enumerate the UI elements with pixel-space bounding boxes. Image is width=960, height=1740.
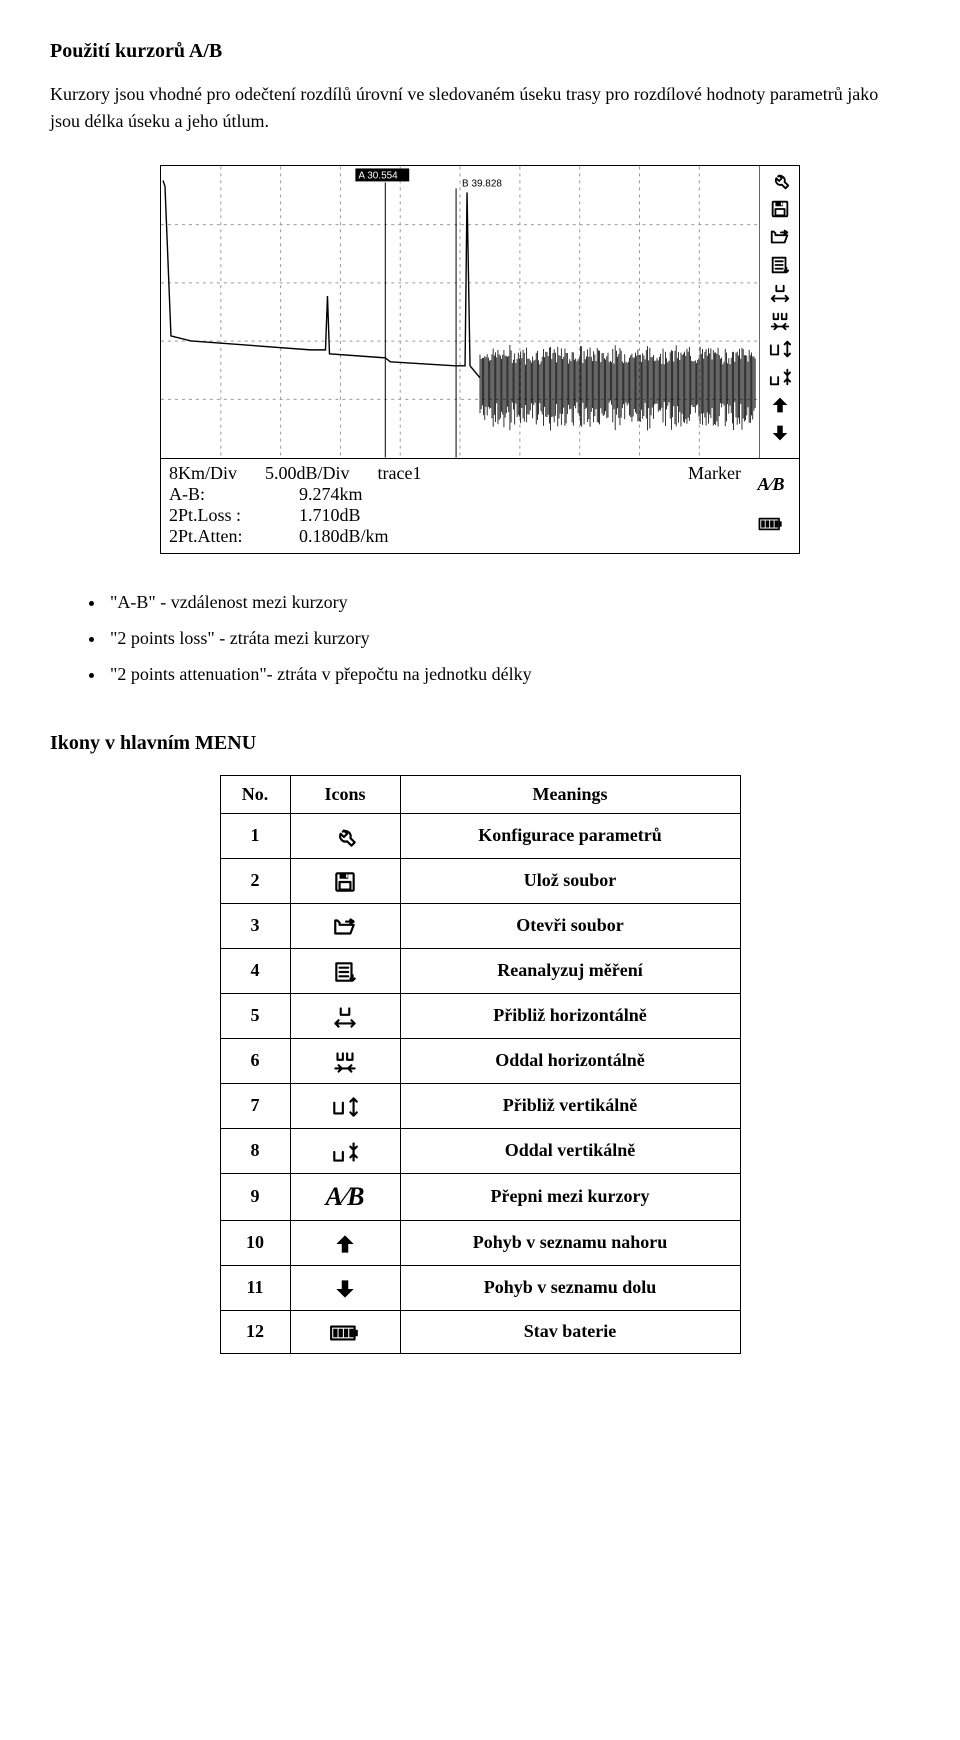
y-scale: 5.00dB/Div xyxy=(265,463,350,484)
bullet-item: "2 points attenuation"- ztráta v přepočt… xyxy=(106,656,910,692)
row-meaning: Přepni mezi kurzory xyxy=(400,1173,740,1220)
table-row: 1 Konfigurace parametrů xyxy=(220,814,740,859)
row-no: 3 xyxy=(220,903,290,948)
battery-icon xyxy=(290,1310,400,1353)
arrow-up-icon xyxy=(290,1220,400,1265)
row-no: 5 xyxy=(220,993,290,1038)
list-icon xyxy=(290,948,400,993)
col-header-icons: Icons xyxy=(290,776,400,814)
hzoom-in-icon[interactable] xyxy=(765,280,795,306)
atten-value: 0.180dB/km xyxy=(299,526,389,547)
svg-text:A 30.554: A 30.554 xyxy=(358,170,398,181)
intro-paragraph: Kurzory jsou vhodné pro odečtení rozdílů… xyxy=(50,81,910,135)
x-scale: 8Km/Div xyxy=(169,463,237,484)
hzoom-out-icon xyxy=(290,1038,400,1083)
save-icon xyxy=(290,858,400,903)
bullet-item: "A-B" - vzdálenost mezi kurzory xyxy=(106,584,910,620)
ab-switch-icon: A∕B xyxy=(290,1173,400,1220)
table-row: 12 Stav baterie xyxy=(220,1310,740,1353)
wrench-icon[interactable] xyxy=(765,168,795,194)
otdr-chart: A 30.554 B 39.828 8Km/Div 5.00dB/Div trac… xyxy=(160,165,800,554)
save-icon[interactable] xyxy=(765,196,795,222)
table-row: 7 Přibliž vertikálně xyxy=(220,1083,740,1128)
row-no: 6 xyxy=(220,1038,290,1083)
row-no: 7 xyxy=(220,1083,290,1128)
row-no: 4 xyxy=(220,948,290,993)
arrow-down-icon xyxy=(290,1265,400,1310)
chart-toolbar xyxy=(759,166,799,458)
row-meaning: Otevři soubor xyxy=(400,903,740,948)
loss-value: 1.710dB xyxy=(299,505,361,526)
row-meaning: Přibliž horizontálně xyxy=(400,993,740,1038)
trace-name: trace1 xyxy=(378,463,422,484)
hzoom-out-icon[interactable] xyxy=(765,308,795,334)
table-row: 10 Pohyb v seznamu nahoru xyxy=(220,1220,740,1265)
row-meaning: Pohyb v seznamu nahoru xyxy=(400,1220,740,1265)
table-row: 5 Přibliž horizontálně xyxy=(220,993,740,1038)
col-header-no: No. xyxy=(220,776,290,814)
table-row: 11 Pohyb v seznamu dolu xyxy=(220,1265,740,1310)
wrench-icon xyxy=(290,814,400,859)
vzoom-out-icon xyxy=(290,1128,400,1173)
otdr-trace: A 30.554 B 39.828 xyxy=(161,166,759,458)
mode-label: Marker xyxy=(688,463,751,484)
row-meaning: Ulož soubor xyxy=(400,858,740,903)
ab-switch-icon: A∕B xyxy=(757,474,784,495)
row-meaning: Přibliž vertikálně xyxy=(400,1083,740,1128)
arrow-down-icon[interactable] xyxy=(765,420,795,446)
chart-footer: 8Km/Div 5.00dB/Div trace1 Marker A-B: 9.… xyxy=(161,458,799,553)
bullet-list: "A-B" - vzdálenost mezi kurzory"2 points… xyxy=(50,584,910,692)
open-icon xyxy=(290,903,400,948)
page-title: Použití kurzorů A/B xyxy=(50,40,910,63)
table-row: 9A∕BPřepni mezi kurzory xyxy=(220,1173,740,1220)
list-icon[interactable] xyxy=(765,252,795,278)
row-no: 12 xyxy=(220,1310,290,1353)
table-row: 3 Otevři soubor xyxy=(220,903,740,948)
col-header-meanings: Meanings xyxy=(400,776,740,814)
vzoom-in-icon xyxy=(290,1083,400,1128)
row-no: 10 xyxy=(220,1220,290,1265)
ab-label: A-B: xyxy=(169,484,299,505)
hzoom-in-icon xyxy=(290,993,400,1038)
row-meaning: Pohyb v seznamu dolu xyxy=(400,1265,740,1310)
row-meaning: Stav baterie xyxy=(400,1310,740,1353)
row-no: 9 xyxy=(220,1173,290,1220)
table-row: 8 Oddal vertikálně xyxy=(220,1128,740,1173)
table-row: 2 Ulož soubor xyxy=(220,858,740,903)
row-meaning: Reanalyzuj měření xyxy=(400,948,740,993)
table-row: 4 Reanalyzuj měření xyxy=(220,948,740,993)
svg-text:B 39.828: B 39.828 xyxy=(462,178,502,189)
loss-label: 2Pt.Loss : xyxy=(169,505,299,526)
row-meaning: Konfigurace parametrů xyxy=(400,814,740,859)
open-icon[interactable] xyxy=(765,224,795,250)
menu-heading: Ikony v hlavním MENU xyxy=(50,732,910,755)
row-no: 2 xyxy=(220,858,290,903)
row-meaning: Oddal vertikálně xyxy=(400,1128,740,1173)
row-no: 11 xyxy=(220,1265,290,1310)
battery-icon xyxy=(757,516,785,537)
vzoom-out-icon[interactable] xyxy=(765,364,795,390)
ab-value: 9.274km xyxy=(299,484,363,505)
vzoom-in-icon[interactable] xyxy=(765,336,795,362)
row-no: 8 xyxy=(220,1128,290,1173)
bullet-item: "2 points loss" - ztráta mezi kurzory xyxy=(106,620,910,656)
atten-label: 2Pt.Atten: xyxy=(169,526,299,547)
icons-table: No. Icons Meanings 1 Konfigurace parametr… xyxy=(220,775,741,1354)
arrow-up-icon[interactable] xyxy=(765,392,795,418)
table-row: 6 Oddal horizontálně xyxy=(220,1038,740,1083)
row-meaning: Oddal horizontálně xyxy=(400,1038,740,1083)
row-no: 1 xyxy=(220,814,290,859)
